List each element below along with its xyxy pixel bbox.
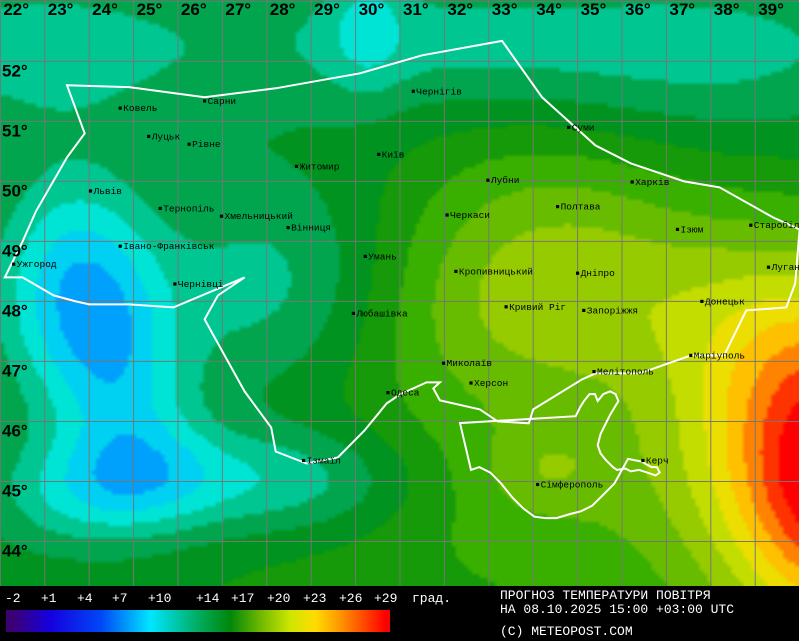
svg-text:26°: 26° [181, 0, 207, 19]
svg-text:23°: 23° [48, 0, 74, 19]
svg-text:Донецьк: Донецьк [705, 296, 745, 307]
svg-text:29°: 29° [314, 0, 340, 19]
svg-text:52°: 52° [2, 61, 28, 80]
svg-text:46°: 46° [2, 421, 28, 440]
svg-text:33°: 33° [492, 0, 518, 19]
svg-text:Херсон: Херсон [474, 378, 508, 389]
svg-text:47°: 47° [2, 361, 28, 380]
svg-text:Миколаїв: Миколаїв [447, 358, 493, 369]
svg-text:Рівне: Рівне [192, 139, 221, 150]
svg-text:Сімферополь: Сімферополь [541, 480, 604, 491]
svg-text:27°: 27° [225, 0, 251, 19]
svg-text:34°: 34° [536, 0, 562, 19]
svg-text:Тернопіль: Тернопіль [163, 203, 214, 214]
svg-text:39°: 39° [758, 0, 784, 19]
svg-text:30°: 30° [359, 0, 385, 19]
svg-text:32°: 32° [447, 0, 473, 19]
svg-text:Вінниця: Вінниця [291, 223, 331, 234]
svg-text:Ужгород: Ужгород [17, 259, 57, 270]
svg-text:49°: 49° [2, 241, 28, 260]
svg-text:28°: 28° [270, 0, 296, 19]
svg-text:Старобільськ: Старобільськ [754, 220, 799, 231]
svg-text:45°: 45° [2, 481, 28, 500]
svg-text:Житомир: Житомир [300, 161, 340, 172]
svg-text:Одеса: Одеса [391, 388, 420, 399]
svg-text:Луганськ: Луганськ [771, 262, 799, 273]
svg-text:Харків: Харків [635, 177, 670, 188]
svg-text:Дніпро: Дніпро [581, 268, 616, 279]
svg-text:Умань: Умань [368, 251, 397, 262]
svg-text:Київ: Київ [382, 149, 405, 160]
svg-text:Ізюм: Ізюм [681, 224, 704, 235]
svg-text:Лубни: Лубни [490, 175, 520, 186]
svg-text:Кропивницький: Кропивницький [459, 266, 533, 277]
svg-text:Львів: Львів [93, 186, 123, 197]
svg-text:37°: 37° [669, 0, 695, 19]
svg-text:Мелітополь: Мелітополь [597, 367, 654, 378]
svg-text:50°: 50° [2, 181, 28, 200]
svg-text:Черкаси: Черкаси [450, 210, 490, 221]
svg-text:Хмельницький: Хмельницький [225, 211, 293, 222]
svg-text:22°: 22° [3, 0, 29, 19]
svg-text:48°: 48° [2, 301, 28, 320]
svg-text:24°: 24° [92, 0, 118, 19]
svg-text:Керч: Керч [646, 456, 669, 467]
svg-text:35°: 35° [581, 0, 607, 19]
svg-text:Запоріжжя: Запоріжжя [587, 305, 638, 316]
svg-text:38°: 38° [714, 0, 740, 19]
svg-text:Івано-Франківськ: Івано-Франківськ [123, 241, 215, 252]
svg-text:Полтава: Полтава [561, 202, 601, 213]
svg-text:Любашівка: Любашівка [355, 308, 408, 319]
svg-text:Луцьк: Луцьк [151, 131, 181, 142]
svg-text:25°: 25° [137, 0, 163, 19]
svg-text:Сарни: Сарни [208, 96, 237, 107]
svg-text:Маріуполь: Маріуполь [694, 350, 745, 361]
svg-text:51°: 51° [2, 121, 28, 140]
svg-text:Кривий Ріг: Кривий Ріг [509, 302, 566, 313]
svg-text:Ковель: Ковель [123, 103, 157, 114]
svg-text:Чернівці: Чернівці [178, 279, 224, 290]
svg-text:31°: 31° [403, 0, 429, 19]
svg-text:Чернігів: Чернігів [416, 86, 462, 97]
svg-text:44°: 44° [2, 541, 28, 560]
svg-text:Суми: Суми [572, 122, 595, 133]
svg-text:Ізмаїл: Ізмаїл [307, 456, 341, 467]
svg-text:36°: 36° [625, 0, 651, 19]
